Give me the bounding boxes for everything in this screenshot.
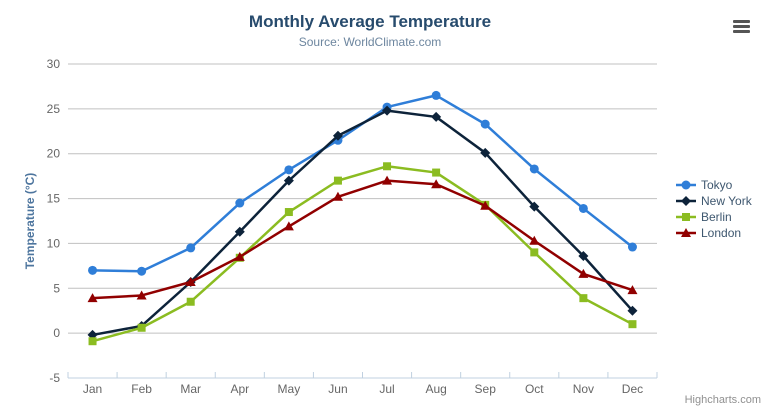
series-line-new-york[interactable] (91, 109, 634, 337)
legend-item-london[interactable]: London (676, 225, 752, 241)
x-axis-label: Mar (180, 382, 201, 396)
data-point-tokyo[interactable] (235, 198, 245, 208)
data-point-tokyo[interactable] (186, 243, 196, 253)
data-point-new-york[interactable] (431, 111, 442, 122)
hamburger-bar (733, 25, 750, 28)
data-point-london[interactable] (578, 268, 589, 278)
legend-marker-new-york[interactable] (681, 196, 691, 206)
data-point-london[interactable] (529, 235, 540, 245)
x-axis-label: Jun (328, 382, 347, 396)
data-point-london[interactable] (431, 179, 442, 189)
data-point-tokyo[interactable] (529, 164, 539, 174)
data-point-berlin[interactable] (579, 294, 588, 303)
legend-marker-tokyo[interactable] (681, 180, 691, 190)
series-tokyo (88, 90, 637, 276)
x-axis-label: Oct (525, 382, 544, 396)
hamburger-bar (733, 30, 750, 33)
legend-label: Tokyo (701, 178, 733, 192)
data-point-tokyo[interactable] (431, 90, 441, 100)
legend-marker-berlin[interactable] (682, 213, 690, 221)
x-axis-label: Apr (230, 382, 249, 396)
data-point-new-york[interactable] (332, 130, 343, 141)
chart-title: Monthly Average Temperature (248, 12, 492, 31)
data-point-new-york[interactable] (283, 175, 294, 186)
data-point-tokyo[interactable] (578, 203, 588, 213)
legend-item-berlin[interactable]: Berlin (676, 209, 752, 225)
data-point-new-york[interactable] (382, 105, 393, 116)
series-line-london[interactable] (91, 179, 634, 300)
legend-label: London (701, 226, 742, 240)
legend-item-new-york[interactable]: New York (676, 193, 752, 209)
x-axis-label: Jan (83, 382, 102, 396)
data-point-new-york[interactable] (480, 147, 491, 158)
data-point-berlin[interactable] (284, 208, 293, 217)
x-axis-label: Dec (622, 382, 643, 396)
data-point-new-york[interactable] (234, 226, 245, 237)
y-axis-label: 25 (47, 102, 61, 116)
x-axis-label: Jul (379, 382, 394, 396)
legend-label: New York (701, 194, 752, 208)
y-axis-label: 15 (47, 192, 61, 206)
data-point-london[interactable] (87, 293, 98, 303)
data-point-new-york[interactable] (529, 201, 540, 212)
data-point-berlin[interactable] (186, 297, 195, 306)
data-point-london[interactable] (234, 251, 245, 261)
hamburger-bar (733, 20, 750, 23)
data-point-berlin[interactable] (137, 323, 146, 332)
y-axis-label: -5 (49, 371, 60, 385)
data-point-london[interactable] (283, 221, 294, 231)
data-point-london[interactable] (136, 290, 147, 300)
data-point-tokyo[interactable] (627, 242, 637, 252)
data-point-tokyo[interactable] (284, 165, 294, 175)
data-point-tokyo[interactable] (88, 265, 98, 275)
legend-marker-london[interactable] (681, 228, 691, 237)
y-axis-label: 5 (53, 281, 60, 295)
legend-item-tokyo[interactable]: Tokyo (676, 177, 752, 193)
data-point-tokyo[interactable] (480, 119, 490, 129)
x-axis-label: Aug (425, 382, 446, 396)
data-point-tokyo[interactable] (137, 266, 147, 276)
data-point-berlin[interactable] (530, 248, 539, 257)
data-point-london[interactable] (480, 200, 491, 210)
circle-marker-icon (676, 180, 696, 190)
series-new-york (87, 105, 638, 340)
square-marker-icon (676, 213, 696, 221)
series-line-berlin[interactable] (91, 165, 634, 343)
x-axis-label: Nov (573, 382, 594, 396)
data-point-london[interactable] (332, 191, 343, 201)
credits-link[interactable]: Highcharts.com (684, 394, 761, 406)
x-axis-label: Feb (131, 382, 152, 396)
y-axis-label: 30 (47, 57, 61, 71)
triangle-marker-icon (676, 228, 696, 237)
data-point-new-york[interactable] (578, 250, 589, 261)
data-point-berlin[interactable] (383, 162, 392, 171)
data-point-new-york[interactable] (627, 305, 638, 316)
legend-label: Berlin (701, 210, 732, 224)
data-point-berlin[interactable] (88, 337, 97, 346)
x-axis-label: Sep (475, 382, 497, 396)
hamburger-icon[interactable] (733, 20, 750, 33)
x-axis-label: May (278, 382, 301, 396)
y-axis-label: 10 (47, 236, 61, 250)
data-point-london[interactable] (382, 175, 393, 185)
data-point-london[interactable] (185, 277, 196, 287)
legend: Tokyo New York Berlin London (676, 177, 752, 241)
y-axis-label: 0 (53, 326, 60, 340)
data-point-london[interactable] (627, 285, 638, 295)
y-axis-label: 20 (47, 147, 61, 161)
data-point-berlin[interactable] (333, 176, 342, 185)
diamond-marker-icon (676, 196, 696, 206)
series-berlin (88, 162, 637, 346)
data-point-berlin[interactable] (432, 168, 441, 177)
series-london (87, 175, 638, 303)
chart-subtitle: Source: WorldClimate.com (298, 35, 442, 49)
series-line-tokyo[interactable] (91, 94, 634, 273)
data-point-berlin[interactable] (628, 320, 637, 329)
